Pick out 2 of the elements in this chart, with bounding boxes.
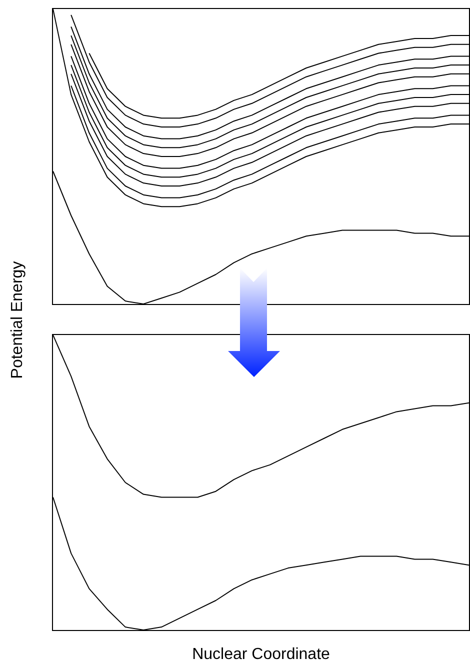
y-axis-title: Potential Energy	[9, 260, 27, 378]
x-axis-title: Nuclear Coordinate	[192, 646, 330, 664]
